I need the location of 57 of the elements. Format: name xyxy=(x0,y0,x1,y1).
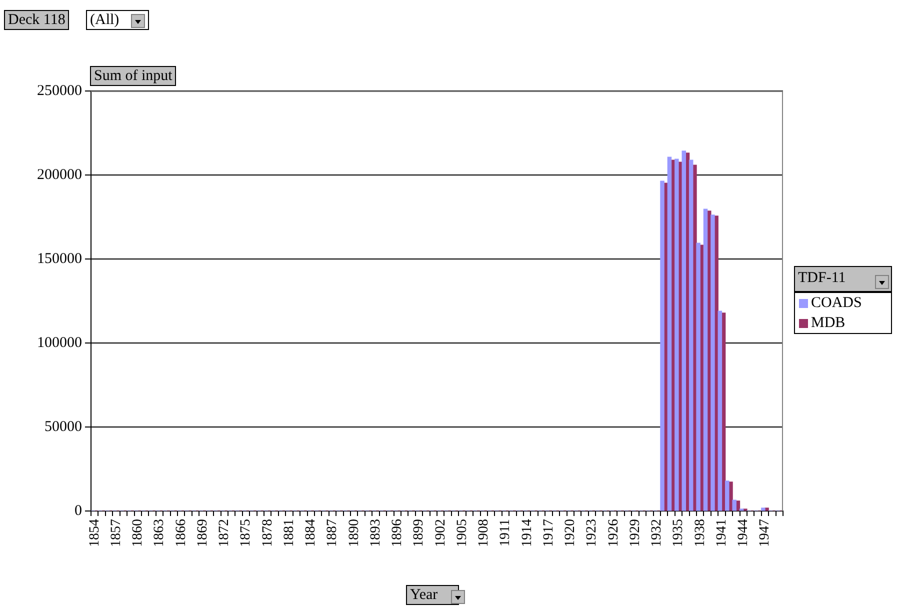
x-tick-label: 1926 xyxy=(606,519,622,547)
text: (All) xyxy=(90,12,120,28)
bar xyxy=(660,180,664,511)
bar xyxy=(718,310,722,511)
x-tick-label: 1929 xyxy=(628,519,643,547)
x-tick-label: 1914 xyxy=(520,519,535,547)
y-tick-label: 0 xyxy=(74,502,82,519)
bar xyxy=(710,214,715,511)
text: Deck 118 xyxy=(4,10,70,30)
x-tick-label: 1902 xyxy=(433,519,448,547)
bar xyxy=(688,160,694,511)
y-tick-label: 200000 xyxy=(37,166,82,183)
x-axis-title: Year xyxy=(410,587,438,603)
x-tick-label: 1908 xyxy=(476,519,492,547)
y-tick-label: 100000 xyxy=(37,334,82,351)
x-tick-label: 1938 xyxy=(692,519,708,547)
x-tick-label: 1932 xyxy=(650,519,665,547)
bar xyxy=(732,500,736,511)
x-tick-label: 1881 xyxy=(282,519,297,547)
x-tick-label: 1911 xyxy=(498,519,514,546)
x-tick-label: 1869 xyxy=(195,519,210,547)
bar xyxy=(667,156,672,511)
legend-label: COADS xyxy=(811,294,862,312)
x-tick-label: 1920 xyxy=(563,519,578,547)
y-tick-label: 250000 xyxy=(37,82,82,99)
x-tick-label: 1947 xyxy=(758,519,773,547)
y-tick-label: 50000 xyxy=(44,418,82,435)
x-tick-label: 1860 xyxy=(130,519,146,547)
x-tick-label: 1935 xyxy=(671,519,686,547)
bar xyxy=(682,150,686,511)
x-tick-label: 1893 xyxy=(368,519,384,547)
bar xyxy=(674,158,679,511)
x-tick-label: 1866 xyxy=(174,519,189,547)
bar xyxy=(703,208,708,511)
x-tick-label: 1878 xyxy=(260,519,276,547)
x-tick-label: 1887 xyxy=(325,519,340,547)
y-tick-label: 150000 xyxy=(37,250,82,267)
bar xyxy=(725,480,730,511)
x-tick-label: 1875 xyxy=(238,519,254,547)
x-tick-label: 1905 xyxy=(454,519,470,547)
legend-label: MDB xyxy=(811,314,846,332)
x-tick-label: 1944 xyxy=(736,519,752,547)
x-tick-label: 1863 xyxy=(152,519,168,547)
x-tick-label: 1857 xyxy=(108,519,124,547)
x-tick-label: 1884 xyxy=(304,519,319,547)
x-tick-label: 1896 xyxy=(390,519,406,547)
x-tick-label: 1941 xyxy=(714,519,730,547)
x-tick-label: 1899 xyxy=(412,519,427,547)
x-tick-label: 1890 xyxy=(346,519,362,547)
x-tick-label: 1917 xyxy=(541,519,556,547)
x-tick-label: 1854 xyxy=(87,519,102,547)
y-axis-title: Sum of input xyxy=(90,66,176,86)
bar xyxy=(761,508,766,511)
x-tick-label: 1872 xyxy=(217,519,232,547)
legend-title: TDF-11 xyxy=(798,270,846,286)
x-tick-label: 1923 xyxy=(584,519,600,547)
bar xyxy=(696,242,700,511)
